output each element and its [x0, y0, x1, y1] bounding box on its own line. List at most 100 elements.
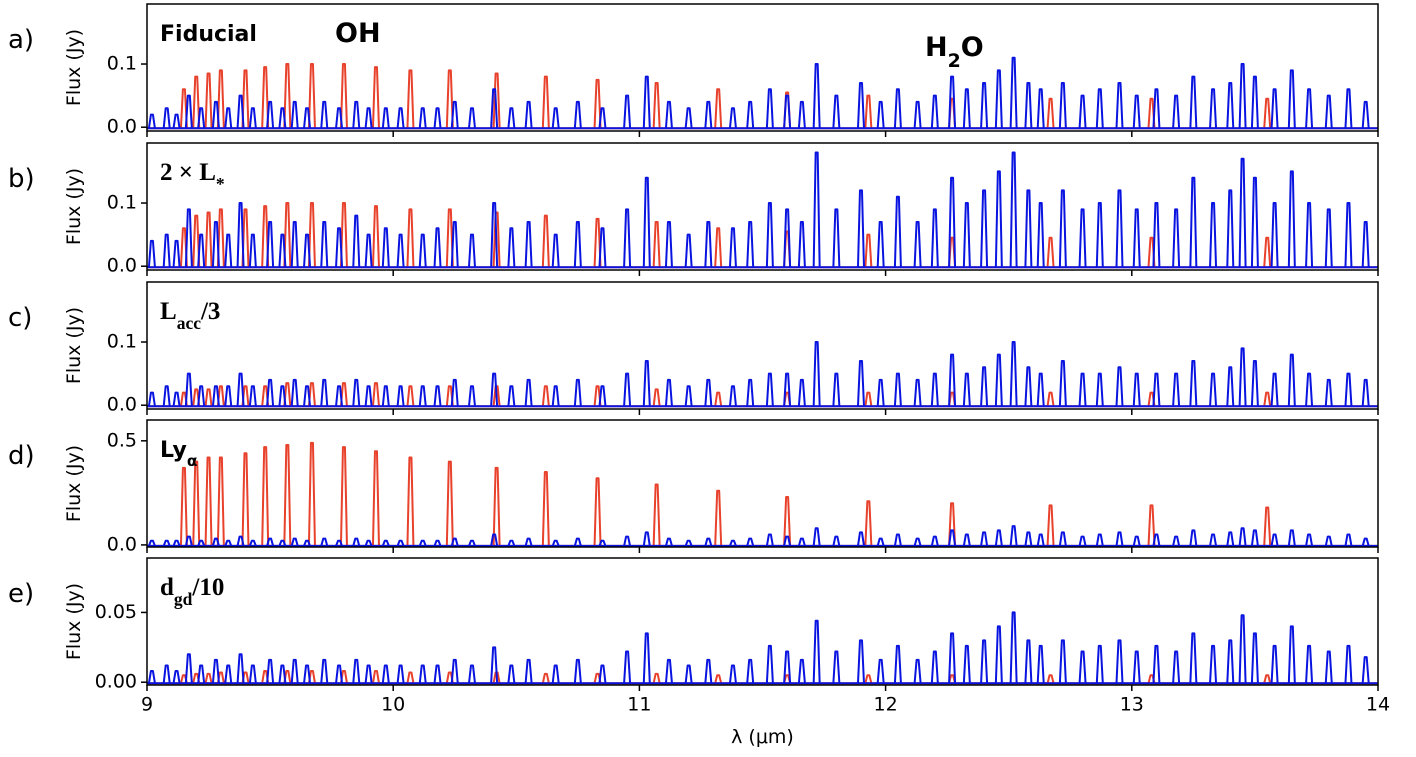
line-peak: [162, 233, 171, 268]
line-peak: [507, 107, 516, 129]
y-tick-label: 0.00: [95, 671, 137, 693]
line-peak: [147, 113, 156, 129]
line-peak: [913, 100, 922, 129]
line-peak: [197, 107, 206, 129]
annotation-sub: *: [216, 174, 225, 194]
annotation-sub: 2: [948, 50, 961, 72]
line-peak: [172, 670, 181, 684]
line-peak: [783, 208, 792, 268]
line-peak: [352, 378, 361, 407]
line-peak: [406, 208, 415, 268]
line-peak: [261, 66, 270, 129]
line-peak: [876, 378, 885, 407]
annotation-text: Fiducial: [160, 22, 257, 47]
line-peak: [197, 233, 206, 268]
line-peak: [450, 378, 459, 407]
line-peak: [765, 88, 774, 129]
line-peak: [864, 94, 873, 129]
line-peak: [980, 366, 989, 407]
axes-frame: [146, 281, 1379, 410]
annotation-text: L: [160, 298, 177, 325]
line-peak: [704, 220, 713, 268]
line-peak: [248, 107, 257, 129]
annotation-text: OH: [335, 18, 381, 49]
line-peak: [433, 664, 442, 684]
line-peak: [664, 100, 673, 129]
line-peak: [1058, 81, 1067, 129]
line-peak: [1046, 236, 1055, 268]
line-peak: [1058, 189, 1067, 268]
line-peak: [283, 202, 292, 268]
line-peak: [783, 650, 792, 684]
line-peak: [1078, 650, 1087, 684]
line-peak: [980, 189, 989, 268]
line-peak: [241, 69, 250, 129]
line-peak: [1250, 75, 1259, 129]
line-peak: [211, 220, 220, 268]
line-peak: [490, 202, 499, 268]
line-peak: [450, 537, 459, 547]
line-peak: [1209, 644, 1218, 684]
line-peak: [490, 372, 499, 407]
line-peak: [248, 664, 257, 684]
line-peak: [303, 107, 312, 129]
line-peak: [1024, 639, 1033, 684]
line-peak: [1263, 391, 1272, 407]
line-peak: [1270, 644, 1279, 684]
line-peak: [598, 107, 607, 129]
line-peak: [765, 372, 774, 407]
annotation: Fiducial: [160, 22, 257, 47]
annotation: Lacc/3: [160, 298, 220, 333]
line-peak: [573, 537, 582, 547]
line-peak: [864, 391, 873, 407]
line-peak: [832, 535, 841, 547]
y-axis-label: Flux (Jy): [63, 168, 85, 245]
line-peak: [1189, 359, 1198, 407]
line-peak: [1238, 63, 1247, 129]
line-peak: [1046, 391, 1055, 407]
line-peak: [1238, 527, 1247, 547]
line-peak: [162, 664, 171, 684]
line-peak: [236, 94, 245, 129]
y-axis-label: Flux (Jy): [63, 307, 85, 384]
line-peak: [320, 537, 329, 547]
line-peak: [162, 107, 171, 129]
line-peak: [1270, 533, 1279, 547]
line-peak: [856, 189, 865, 268]
line-peak: [211, 658, 220, 684]
line-peak: [381, 385, 390, 407]
line-peak: [278, 107, 287, 129]
x-axis-label: λ (μm): [731, 726, 794, 748]
line-peak: [893, 195, 902, 268]
line-peak: [224, 233, 233, 268]
line-peak: [1324, 650, 1333, 684]
line-peak: [913, 658, 922, 684]
line-peak: [930, 650, 939, 684]
annotation: Lyα: [160, 438, 197, 470]
line-peak: [876, 658, 885, 684]
axes-frame: [146, 419, 1379, 548]
line-peak: [1132, 372, 1141, 407]
line-peak: [864, 500, 873, 546]
line-peak: [371, 670, 380, 684]
line-peak: [1172, 208, 1181, 268]
line-peak: [1036, 88, 1045, 129]
line-peak: [1024, 366, 1033, 407]
line-peak: [652, 388, 661, 407]
line-peak: [335, 664, 344, 684]
line-peak: [1189, 529, 1198, 547]
line-peak: [652, 483, 661, 546]
line-peak: [192, 214, 201, 268]
line-peak: [307, 382, 316, 407]
line-peak: [598, 227, 607, 268]
line-peak: [467, 107, 476, 129]
line-peak: [467, 233, 476, 268]
annotation-text: 2 × L: [160, 159, 216, 186]
line-peak: [204, 211, 213, 268]
line-peak: [179, 466, 188, 546]
line-peak: [204, 72, 213, 129]
line-peak: [1226, 189, 1235, 268]
line-peak: [224, 664, 233, 684]
line-peak: [524, 100, 533, 129]
line-peak: [524, 378, 533, 407]
